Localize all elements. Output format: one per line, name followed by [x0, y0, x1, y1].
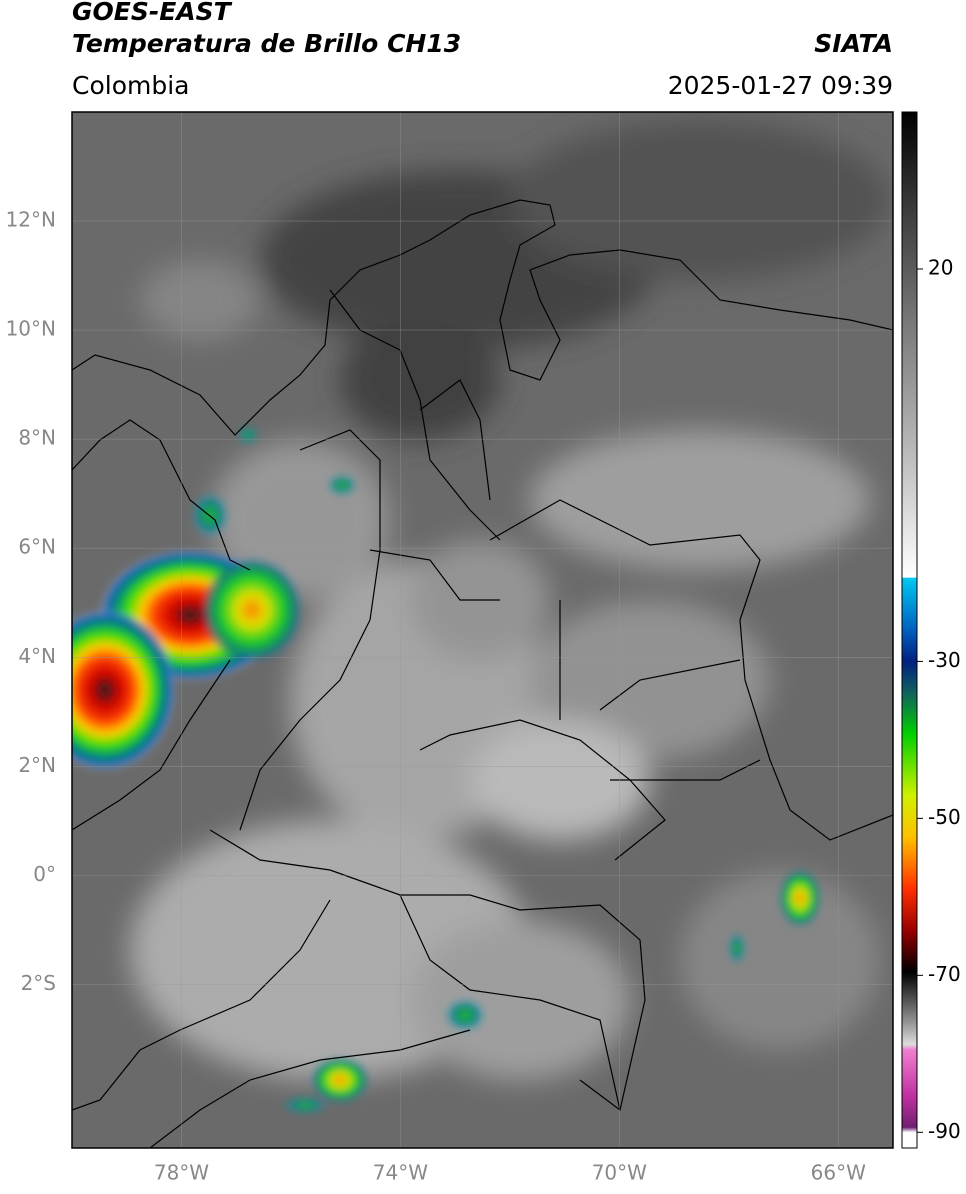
colorbar-tick-label: -30 — [928, 648, 961, 672]
lon-tick-label: 70°W — [592, 1161, 647, 1185]
lat-tick-label: 2°N — [18, 753, 56, 777]
lat-tick-label: 12°N — [6, 208, 56, 232]
title: GOES-EAST — [72, 0, 233, 26]
lat-tick-label: 10°N — [6, 317, 56, 341]
lat-tick-label: 8°N — [18, 426, 56, 450]
source: SIATA — [814, 29, 893, 58]
lon-tick-label: 66°W — [811, 1161, 866, 1185]
lon-tick-label: 78°W — [154, 1161, 209, 1185]
colorbar-tick-label: -50 — [928, 805, 961, 829]
region: Colombia — [72, 71, 189, 100]
satellite-image — [72, 112, 893, 1148]
colorbar-tick-label: 20 — [928, 255, 953, 279]
map-frame — [71, 111, 894, 1149]
lon-tick-label: 74°W — [373, 1161, 428, 1185]
colorbar-tick-label: -90 — [928, 1119, 961, 1143]
datetime: 2025-01-27 09:39 — [668, 71, 893, 100]
subtitle: Temperatura de Brillo CH13 — [72, 29, 461, 58]
lat-tick-label: 6°N — [18, 535, 56, 559]
lat-tick-label: 0° — [33, 862, 56, 886]
graticule — [72, 112, 893, 1148]
colorbar-tick-label: -70 — [928, 962, 961, 986]
lat-tick-label: 2°S — [21, 971, 56, 995]
colorbar — [901, 111, 918, 1149]
lat-tick-label: 4°N — [18, 644, 56, 668]
